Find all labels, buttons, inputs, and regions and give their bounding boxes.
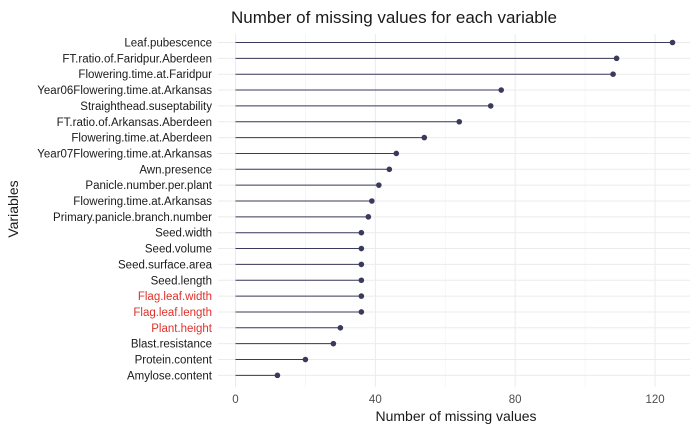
lollipop-point — [330, 340, 337, 347]
lollipop-point — [498, 87, 505, 93]
y-tick-label: Leaf.pubescence — [124, 38, 212, 50]
y-tick-label: Seed.surface.area — [118, 259, 213, 271]
x-tick-label: 0 — [232, 394, 238, 406]
lollipop-point — [393, 150, 400, 157]
x-tick-label: 120 — [645, 394, 664, 406]
lollipop-point — [487, 103, 494, 109]
y-tick-label: Awn.presence — [139, 164, 212, 176]
lollipop-point — [358, 309, 365, 315]
y-tick-label: Seed.width — [155, 228, 212, 240]
lollipop-point — [358, 261, 365, 268]
y-tick-label: Flowering.time.at.Arkansas — [73, 196, 212, 208]
y-tick-label: Panicle.number.per.plant — [85, 180, 212, 192]
y-tick-label: Year07Flowering.time.at.Arkansas — [37, 148, 212, 160]
lollipop-point — [369, 198, 375, 204]
lollipop-point — [456, 118, 463, 125]
lollipop-point — [386, 166, 393, 173]
lollipop-point — [365, 214, 372, 220]
x-tick-label: 80 — [509, 394, 522, 406]
y-tick-label: Year06Flowering.time.at.Arkansas — [37, 85, 212, 97]
lollipop-point — [376, 182, 382, 188]
y-tick-label: FT.ratio.of.Arkansas.Aberdeen — [57, 117, 212, 129]
lollipop-point — [421, 134, 428, 141]
y-axis-title: Variables — [5, 180, 21, 237]
lollipop-point — [302, 356, 309, 363]
y-tick-label: Flag.leaf.length — [133, 307, 212, 319]
y-tick-label: Seed.volume — [145, 244, 212, 256]
y-tick-label: Protein.content — [135, 355, 213, 367]
x-tick-label: 40 — [369, 394, 382, 406]
lollipop-point — [358, 245, 365, 252]
grid — [218, 34, 690, 387]
lollipop-point — [358, 229, 365, 236]
data-marks — [235, 39, 676, 379]
y-tick-label: FT.ratio.of.Faridpur.Aberdeen — [62, 53, 212, 65]
y-tick-label: Flowering.time.at.Aberdeen — [71, 133, 212, 145]
lollipop-point — [669, 39, 676, 46]
x-axis-title: Number of missing values — [375, 408, 536, 424]
lollipop-point — [358, 277, 365, 284]
y-tick-label: Primary.panicle.branch.number — [53, 212, 212, 224]
chart-title: Number of missing values for each variab… — [231, 8, 557, 27]
y-tick-label: Seed.length — [151, 275, 212, 287]
y-tick-label: Flag.leaf.width — [138, 291, 212, 303]
lollipop-point — [613, 55, 620, 62]
x-axis-tick-labels: 0 40 80 120 — [232, 394, 664, 406]
lollipop-point — [337, 325, 344, 331]
y-tick-label: Amylose.content — [127, 370, 213, 382]
y-tick-label: Flowering.time.at.Faridpur — [78, 69, 212, 81]
lollipop-point — [610, 71, 616, 77]
y-tick-label: Blast.resistance — [131, 339, 212, 351]
lollipop-point — [358, 293, 365, 299]
y-tick-label: Straighthead.suseptability — [80, 101, 212, 113]
y-tick-label: Plant.height — [151, 323, 213, 335]
y-axis-tick-labels: Leaf.pubescence FT.ratio.of.Faridpur.Aber… — [37, 38, 213, 383]
lollipop-point — [274, 372, 281, 379]
